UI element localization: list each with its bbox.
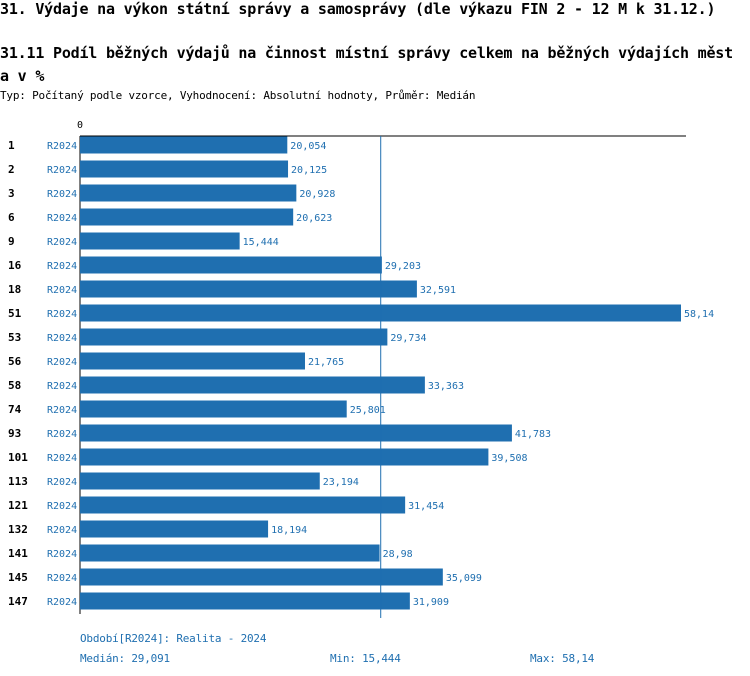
series-label: R2024	[47, 141, 77, 152]
value-label: 23,194	[323, 477, 359, 488]
value-label: 20,928	[299, 189, 335, 200]
series-label: R2024	[47, 597, 77, 608]
bar	[80, 328, 388, 346]
value-label: 31,454	[408, 501, 444, 512]
value-label: 18,194	[271, 525, 307, 536]
bar	[80, 544, 380, 562]
category-label: 121	[8, 499, 28, 512]
series-label: R2024	[47, 501, 77, 512]
value-label: 41,783	[515, 429, 551, 440]
value-label: 33,363	[428, 381, 464, 392]
category-label: 147	[8, 595, 28, 608]
series-label: R2024	[47, 357, 77, 368]
category-label: 132	[8, 523, 28, 536]
value-label: 25,801	[350, 405, 386, 416]
bar	[80, 472, 320, 490]
value-label: 28,98	[383, 549, 413, 560]
series-label: R2024	[47, 261, 77, 272]
category-label: 145	[8, 571, 28, 584]
category-label: 56	[8, 355, 22, 368]
series-label: R2024	[47, 381, 77, 392]
bar	[80, 496, 406, 514]
series-label: R2024	[47, 309, 77, 320]
category-label: 3	[8, 187, 15, 200]
bar	[80, 208, 294, 226]
series-label: R2024	[47, 237, 77, 248]
series-label: R2024	[47, 333, 77, 344]
bar	[80, 424, 512, 442]
series-label: R2024	[47, 189, 77, 200]
bar	[80, 352, 305, 370]
bar	[80, 256, 382, 274]
category-label: 16	[8, 259, 22, 272]
series-label: R2024	[47, 405, 77, 416]
value-label: 31,909	[413, 597, 449, 608]
category-label: 113	[8, 475, 28, 488]
bar	[80, 376, 425, 394]
page-title: 31. Výdaje na výkon státní správy a samo…	[0, 0, 716, 18]
bar	[80, 136, 288, 154]
series-label: R2024	[47, 285, 77, 296]
median-summary: Medián: 29,091	[80, 652, 170, 665]
category-label: 6	[8, 211, 15, 224]
value-label: 20,054	[290, 141, 326, 152]
category-label: 53	[8, 331, 21, 344]
bar	[80, 184, 297, 202]
series-label: R2024	[47, 573, 77, 584]
bar	[80, 232, 240, 250]
series-label: R2024	[47, 213, 77, 224]
bar	[80, 592, 410, 610]
series-label: R2024	[47, 477, 77, 488]
series-label: R2024	[47, 549, 77, 560]
series-label: R2024	[47, 525, 77, 536]
bar	[80, 280, 417, 298]
bar	[80, 400, 347, 418]
category-label: 141	[8, 547, 28, 560]
category-label: 9	[8, 235, 15, 248]
category-label: 58	[8, 379, 21, 392]
value-label: 29,734	[390, 333, 426, 344]
category-label: 74	[8, 403, 22, 416]
value-label: 15,444	[243, 237, 279, 248]
bar	[80, 448, 489, 466]
value-label: 35,099	[446, 573, 482, 584]
series-label: R2024	[47, 429, 77, 440]
bar	[80, 520, 269, 538]
category-label: 101	[8, 451, 28, 464]
category-label: 51	[8, 307, 22, 320]
value-label: 20,623	[296, 213, 332, 224]
value-label: 39,508	[491, 453, 527, 464]
value-label: 32,591	[420, 285, 456, 296]
max-summary: Max: 58,14	[530, 652, 595, 665]
indicator-title: 31.11 Podíl běžných výdajů na činnost mí…	[0, 44, 733, 85]
bar	[80, 568, 443, 586]
category-label: 93	[8, 427, 21, 440]
series-label: R2024	[47, 165, 77, 176]
value-label: 58,14	[684, 309, 714, 320]
category-label: 1	[8, 139, 15, 152]
bar	[80, 160, 289, 178]
category-label: 2	[8, 163, 15, 176]
value-label: 21,765	[308, 357, 344, 368]
min-summary: Min: 15,444	[330, 652, 401, 665]
category-label: 18	[8, 283, 21, 296]
value-label: 29,203	[385, 261, 421, 272]
period-legend: Období[R2024]: Realita - 2024	[80, 632, 267, 645]
series-label: R2024	[47, 453, 77, 464]
axis-zero-label: 0	[77, 120, 83, 131]
type-description: Typ: Počítaný podle vzorce, Vyhodnocení:…	[0, 89, 476, 102]
value-label: 20,125	[291, 165, 327, 176]
